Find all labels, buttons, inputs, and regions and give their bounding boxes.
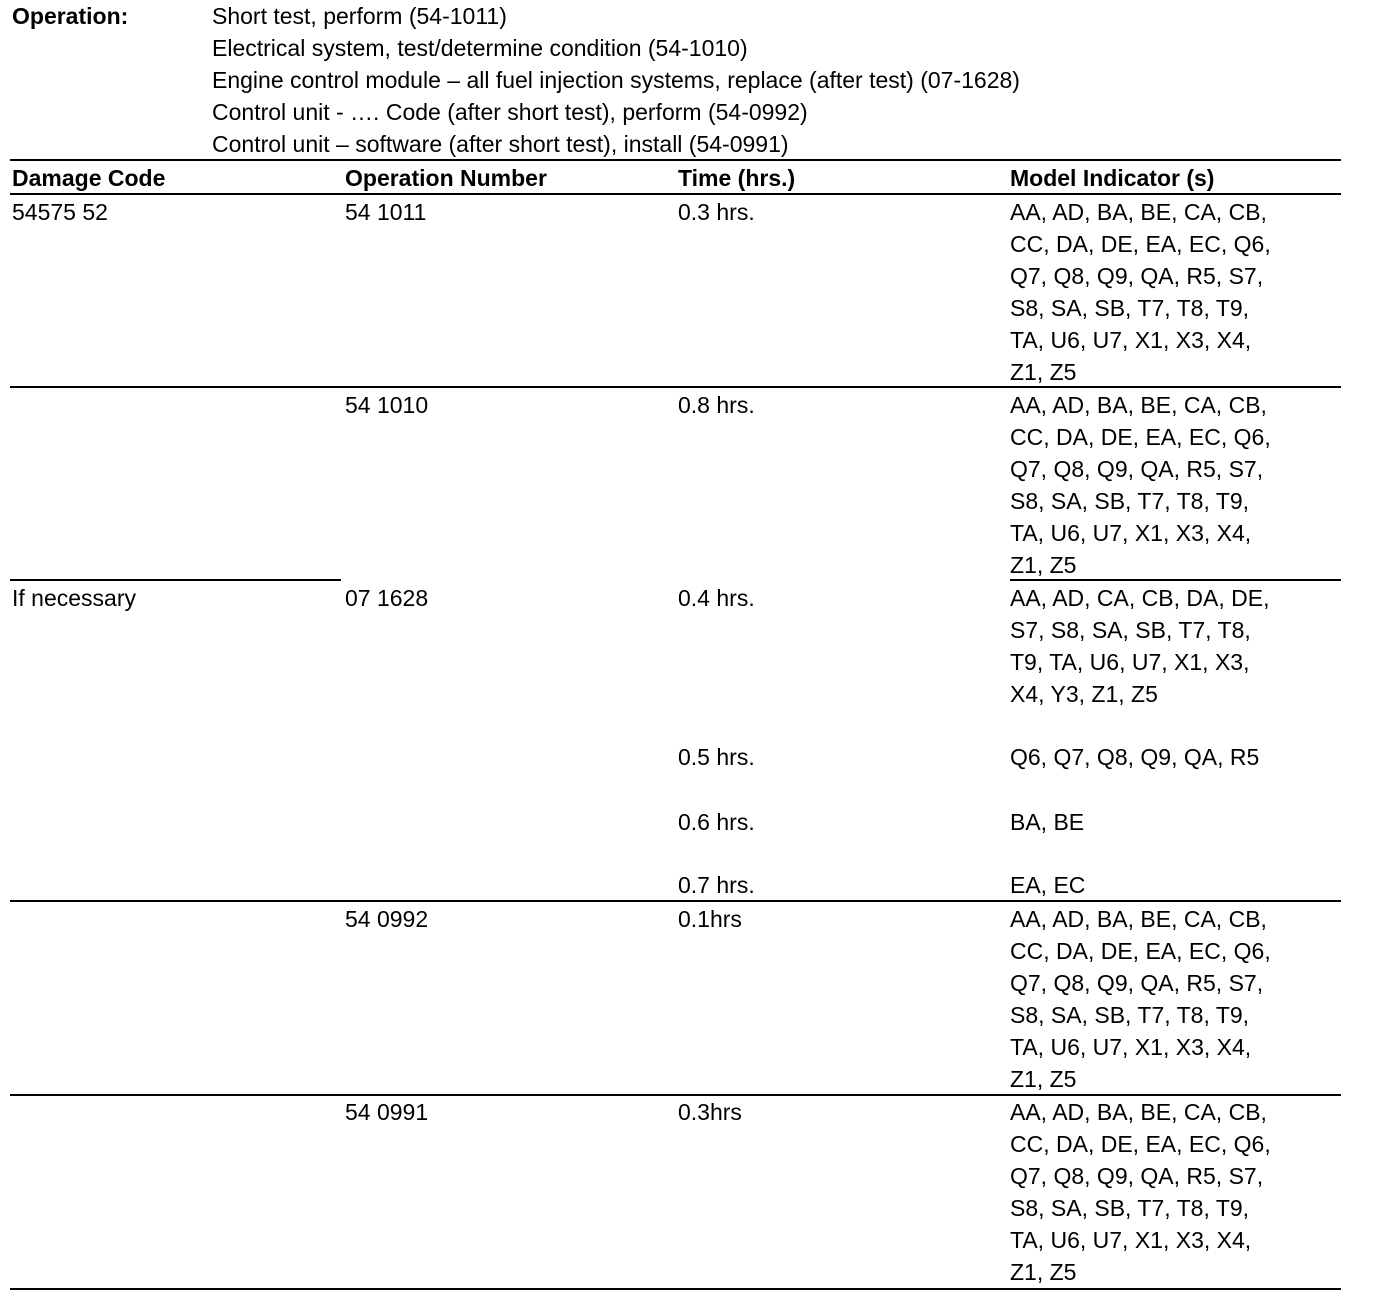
model-indicator-line: AA, AD, BA, BE, CA, CB, — [1010, 199, 1267, 225]
row-divider — [10, 386, 1341, 388]
operation-number-cell: 54 1010 — [345, 392, 429, 418]
time-cell: 0.1hrs — [678, 906, 742, 932]
time-cell: 0.6 hrs. — [678, 809, 755, 835]
time-cell: 0.4 hrs. — [678, 585, 755, 611]
model-indicator-line: S8, SA, SB, T7, T8, T9, — [1010, 1002, 1250, 1028]
operation-item: Short test, perform (54-1011) — [212, 3, 507, 29]
column-header: Model Indicator (s) — [1010, 165, 1215, 191]
model-indicator-line: Q7, Q8, Q9, QA, R5, S7, — [1010, 456, 1264, 482]
time-cell: 0.3hrs — [678, 1099, 742, 1125]
model-indicator-line: TA, U6, U7, X1, X3, X4, — [1010, 520, 1252, 546]
model-indicator-line: Z1, Z5 — [1010, 1259, 1077, 1285]
operation-label: Operation: — [12, 3, 129, 29]
row-divider — [10, 900, 1341, 902]
model-indicator-line: Z1, Z5 — [1010, 552, 1077, 578]
model-indicator-line: Q7, Q8, Q9, QA, R5, S7, — [1010, 970, 1264, 996]
model-indicator-line: S7, S8, SA, SB, T7, T8, — [1010, 617, 1251, 643]
damage-code-cell: 54575 52 — [12, 199, 108, 225]
model-indicator-line: Q7, Q8, Q9, QA, R5, S7, — [1010, 1163, 1264, 1189]
row-divider — [1010, 579, 1341, 581]
row-divider — [10, 579, 341, 581]
model-indicator-line: S8, SA, SB, T7, T8, T9, — [1010, 1195, 1250, 1221]
model-indicator-line: Q6, Q7, Q8, Q9, QA, R5 — [1010, 744, 1260, 770]
operation-number-cell: 54 0992 — [345, 906, 429, 932]
column-header: Damage Code — [12, 165, 166, 191]
operation-number-cell: 54 0991 — [345, 1099, 429, 1125]
model-indicator-line: S8, SA, SB, T7, T8, T9, — [1010, 488, 1250, 514]
model-indicator-line: T9, TA, U6, U7, X1, X3, — [1010, 649, 1250, 675]
model-indicator-line: CC, DA, DE, EA, EC, Q6, — [1010, 1131, 1271, 1157]
model-indicator-line: S8, SA, SB, T7, T8, T9, — [1010, 295, 1250, 321]
model-indicator-line: Q7, Q8, Q9, QA, R5, S7, — [1010, 263, 1264, 289]
column-header: Operation Number — [345, 165, 547, 191]
operation-item: Control unit - …. Code (after short test… — [212, 99, 808, 125]
row-divider — [10, 1094, 1341, 1096]
model-indicator-line: AA, AD, BA, BE, CA, CB, — [1010, 906, 1267, 932]
operation-number-cell: 54 1011 — [345, 199, 427, 225]
divider — [10, 159, 1341, 161]
model-indicator-line: BA, BE — [1010, 809, 1085, 835]
model-indicator-line: EA, EC — [1010, 872, 1086, 898]
model-indicator-line: AA, AD, BA, BE, CA, CB, — [1010, 392, 1267, 418]
model-indicator-line: TA, U6, U7, X1, X3, X4, — [1010, 1227, 1252, 1253]
column-header: Time (hrs.) — [678, 165, 796, 191]
operation-number-cell: 07 1628 — [345, 585, 429, 611]
time-cell: 0.3 hrs. — [678, 199, 755, 225]
operation-item: Control unit – software (after short tes… — [212, 131, 789, 157]
model-indicator-line: CC, DA, DE, EA, EC, Q6, — [1010, 938, 1271, 964]
model-indicator-line: Z1, Z5 — [1010, 359, 1077, 385]
model-indicator-line: CC, DA, DE, EA, EC, Q6, — [1010, 424, 1271, 450]
model-indicator-line: X4, Y3, Z1, Z5 — [1010, 681, 1158, 707]
model-indicator-line: TA, U6, U7, X1, X3, X4, — [1010, 327, 1252, 353]
time-cell: 0.5 hrs. — [678, 744, 755, 770]
time-cell: 0.7 hrs. — [678, 872, 755, 898]
row-divider — [10, 1288, 1341, 1290]
model-indicator-line: AA, AD, BA, BE, CA, CB, — [1010, 1099, 1267, 1125]
model-indicator-line: TA, U6, U7, X1, X3, X4, — [1010, 1034, 1252, 1060]
divider — [10, 193, 1341, 195]
operation-item: Electrical system, test/determine condit… — [212, 35, 748, 61]
time-cell: 0.8 hrs. — [678, 392, 755, 418]
model-indicator-line: Z1, Z5 — [1010, 1066, 1077, 1092]
damage-code-cell: If necessary — [12, 585, 136, 611]
model-indicator-line: AA, AD, CA, CB, DA, DE, — [1010, 585, 1270, 611]
operation-item: Engine control module – all fuel injecti… — [212, 67, 1020, 93]
model-indicator-line: CC, DA, DE, EA, EC, Q6, — [1010, 231, 1271, 257]
